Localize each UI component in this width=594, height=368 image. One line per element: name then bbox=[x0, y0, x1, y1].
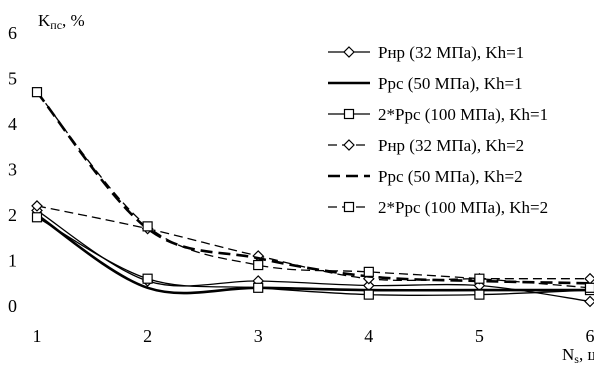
legend-label: Ppc (50 МПа), Kh=2 bbox=[378, 167, 523, 186]
y-tick-label: 4 bbox=[8, 114, 17, 134]
data-point-marker bbox=[31, 87, 43, 98]
data-point-marker bbox=[584, 282, 594, 293]
series-6 bbox=[31, 87, 594, 293]
series-3 bbox=[31, 212, 594, 300]
data-point-marker bbox=[31, 200, 43, 212]
data-point-marker bbox=[363, 266, 374, 277]
data-point-marker bbox=[253, 259, 264, 271]
data-point-marker bbox=[31, 212, 43, 223]
y-tick-label: 6 bbox=[8, 23, 17, 43]
series-lines bbox=[31, 87, 594, 308]
data-point-marker bbox=[474, 273, 485, 284]
data-point-marker bbox=[584, 295, 594, 308]
legend-swatch-marker bbox=[343, 108, 355, 120]
x-tick-label: 2 bbox=[143, 326, 152, 346]
legend-entry: Pнр (32 МПа), Kh=2 bbox=[328, 136, 524, 155]
legend-swatch-marker bbox=[343, 201, 355, 213]
legend-background bbox=[322, 35, 590, 221]
y-tick-label: 0 bbox=[8, 296, 17, 316]
x-axis-label-text: Ns, шт. bbox=[562, 345, 594, 366]
x-tick-label: 5 bbox=[475, 326, 484, 346]
legend-swatch-marker bbox=[343, 139, 355, 151]
legend-entry: Ppc (50 МПа), Kh=2 bbox=[328, 167, 523, 186]
y-tick-labels: 0 1 2 3 4 5 6 bbox=[8, 23, 17, 316]
x-tick-labels: 1 2 3 4 5 6 bbox=[33, 326, 594, 346]
series-2 bbox=[36, 213, 590, 295]
data-point-marker bbox=[142, 221, 153, 232]
y-tick-label: 3 bbox=[8, 160, 17, 180]
legend-label: Pнр (32 МПа), Kh=1 bbox=[378, 43, 524, 62]
series-line-1 bbox=[36, 209, 591, 303]
series-line-3 bbox=[36, 216, 591, 297]
legend-entry: Pнр (32 МПа), Kh=1 bbox=[328, 43, 524, 62]
series-line-6 bbox=[36, 91, 591, 289]
y-tick-label: 5 bbox=[8, 69, 17, 89]
legend-entry: Ppc (50 МПа), Kh=1 bbox=[328, 74, 523, 93]
legend-entry: 2*Ppc (100 МПа), Kh=2 bbox=[328, 198, 548, 217]
data-point-marker bbox=[253, 282, 264, 293]
legend-label: Ppc (50 МПа), Kh=1 bbox=[378, 74, 523, 93]
x-tick-label: 3 bbox=[254, 326, 263, 346]
x-tick-label: 1 bbox=[33, 326, 42, 346]
x-tick-label: 4 bbox=[364, 326, 373, 346]
data-point-marker bbox=[474, 289, 485, 300]
legend-label: 2*Ppc (100 МПа), Kh=1 bbox=[378, 105, 548, 124]
legend-entry: 2*Ppc (100 МПа), Kh=1 bbox=[328, 105, 548, 124]
legend-swatch-marker bbox=[343, 46, 355, 58]
series-line-5 bbox=[35, 91, 591, 285]
y-axis-label: Kпс, % bbox=[38, 11, 85, 32]
legend-label: Pнр (32 МПа), Kh=2 bbox=[378, 136, 524, 155]
data-point-marker bbox=[363, 289, 374, 300]
x-tick-label: 6 bbox=[586, 326, 594, 346]
series-line-2 bbox=[36, 213, 590, 295]
x-axis-label: Ns, шт. bbox=[562, 345, 594, 366]
y-axis-label-text: Kпс, % bbox=[38, 11, 85, 32]
legend: Pнр (32 МПа), Kh=1 Ppc (50 МПа), Kh=1 2*Pp… bbox=[322, 35, 590, 221]
legend-label: 2*Ppc (100 МПа), Kh=2 bbox=[378, 198, 548, 217]
y-tick-label: 1 bbox=[8, 251, 17, 271]
data-point-marker bbox=[142, 273, 153, 284]
series-5 bbox=[35, 91, 591, 285]
y-tick-label: 2 bbox=[8, 205, 17, 225]
